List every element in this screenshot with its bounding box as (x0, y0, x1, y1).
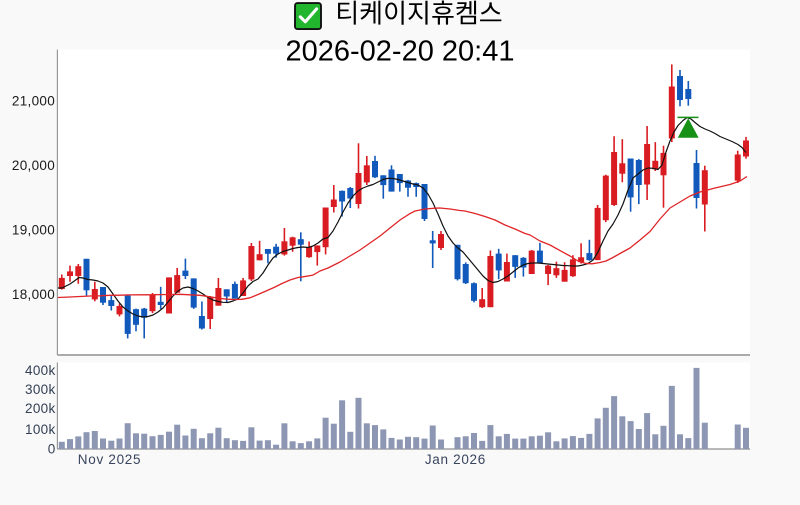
svg-text:18,000: 18,000 (12, 287, 55, 302)
svg-text:21,000: 21,000 (12, 94, 55, 109)
svg-text:400k: 400k (25, 363, 55, 378)
svg-text:2026-02-20 20:41: 2026-02-20 20:41 (286, 36, 515, 68)
svg-text:0: 0 (48, 441, 56, 456)
svg-text:100k: 100k (25, 422, 55, 437)
svg-text:200k: 200k (25, 401, 55, 416)
svg-text:300k: 300k (25, 382, 55, 397)
svg-text:20,000: 20,000 (12, 158, 55, 173)
svg-text:티케이지휴켐스: 티케이지휴켐스 (335, 0, 502, 29)
svg-text:19,000: 19,000 (12, 223, 55, 238)
svg-text:Nov 2025: Nov 2025 (78, 452, 141, 467)
svg-text:Jan 2026: Jan 2026 (425, 452, 486, 467)
